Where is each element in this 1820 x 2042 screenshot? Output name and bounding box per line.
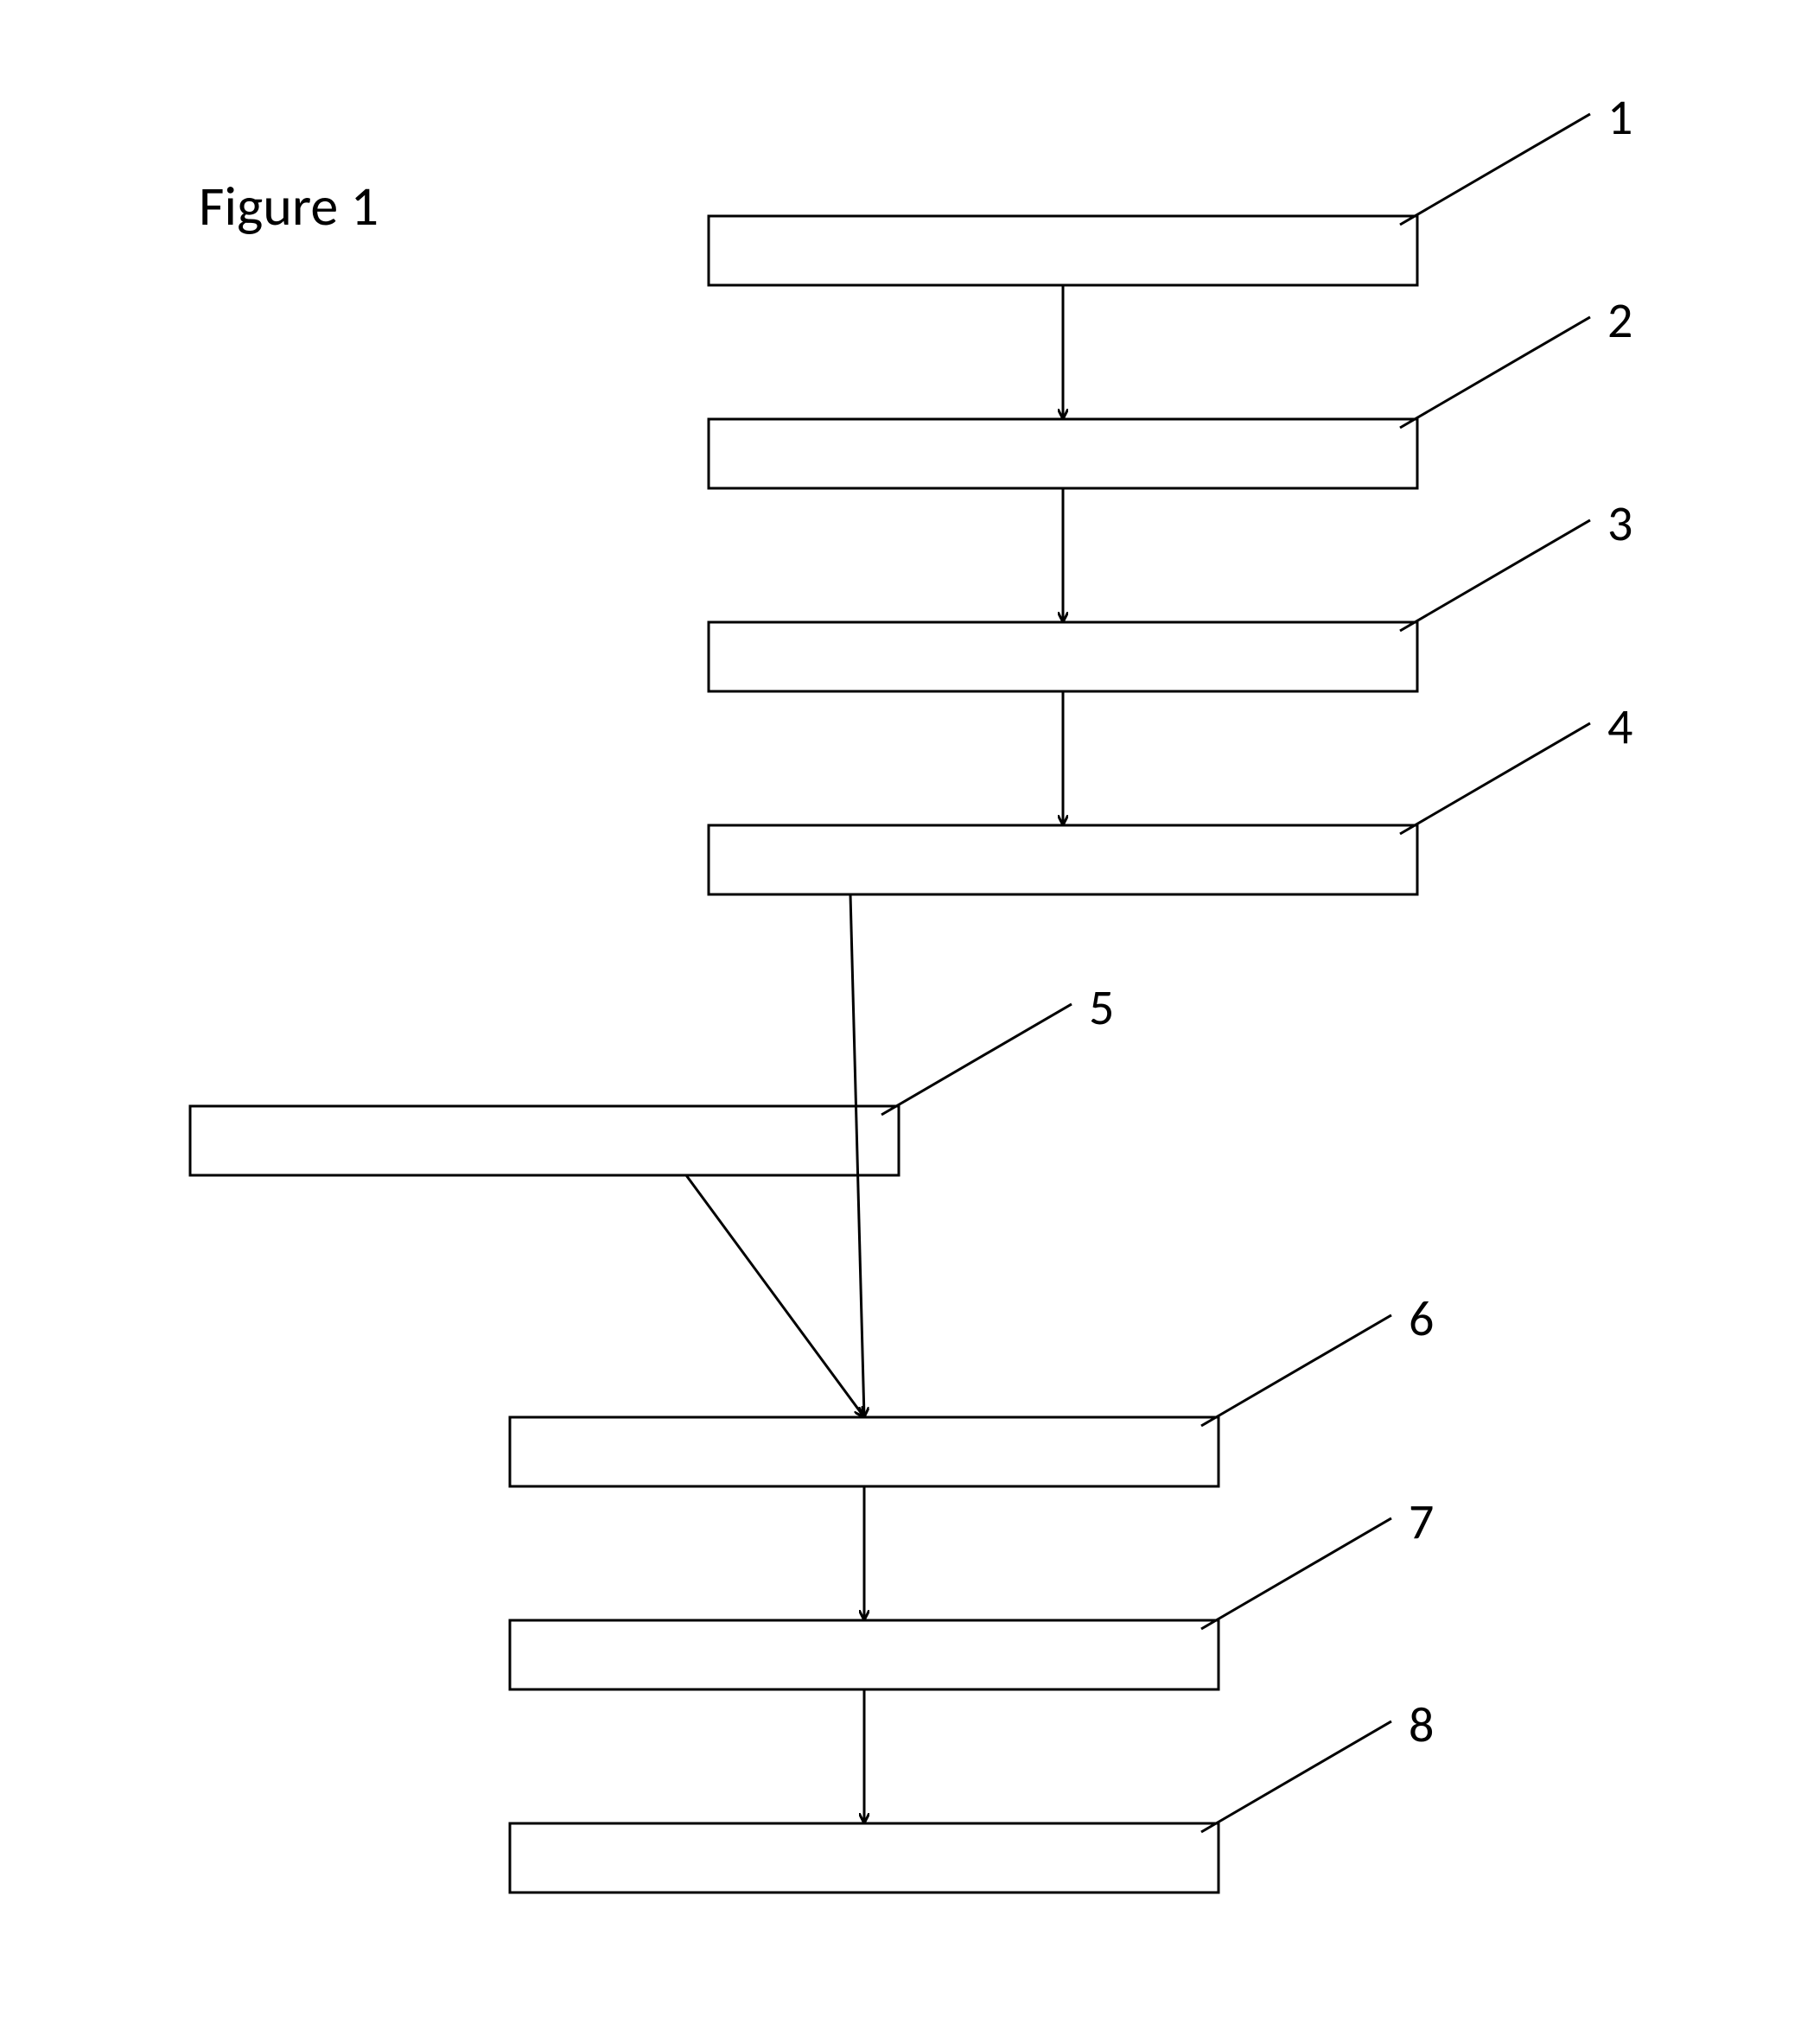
leader-1 bbox=[1400, 114, 1590, 225]
label-2: 2 bbox=[1607, 289, 1632, 351]
leader-7 bbox=[1201, 1518, 1391, 1629]
arrow-b5-l0 bbox=[686, 1175, 864, 1417]
figure-canvas: Figure 1 1 2 3 4 5 6 7 8 bbox=[0, 0, 1820, 2042]
leader-6 bbox=[1201, 1315, 1391, 1426]
label-8: 8 bbox=[1409, 1694, 1434, 1755]
box-l0 bbox=[510, 1417, 1219, 1486]
box-u3 bbox=[709, 825, 1417, 894]
leader-3 bbox=[1400, 520, 1590, 631]
leader-5 bbox=[881, 1004, 1072, 1115]
box-u2 bbox=[709, 622, 1417, 691]
label-6: 6 bbox=[1409, 1288, 1434, 1349]
box-l2 bbox=[510, 1823, 1219, 1893]
box-u1 bbox=[709, 419, 1417, 488]
figure-title: Figure 1 bbox=[199, 173, 379, 240]
box-5 bbox=[190, 1106, 899, 1175]
label-5: 5 bbox=[1089, 976, 1114, 1038]
box-l1 bbox=[510, 1620, 1219, 1689]
leader-4 bbox=[1400, 723, 1590, 834]
diagram-svg bbox=[0, 0, 1820, 2042]
label-3: 3 bbox=[1607, 493, 1632, 554]
label-1: 1 bbox=[1607, 86, 1632, 148]
label-7: 7 bbox=[1409, 1491, 1434, 1552]
label-4: 4 bbox=[1607, 696, 1632, 757]
leader-2 bbox=[1400, 317, 1590, 428]
leader-8 bbox=[1201, 1721, 1391, 1832]
box-u0 bbox=[709, 216, 1417, 285]
